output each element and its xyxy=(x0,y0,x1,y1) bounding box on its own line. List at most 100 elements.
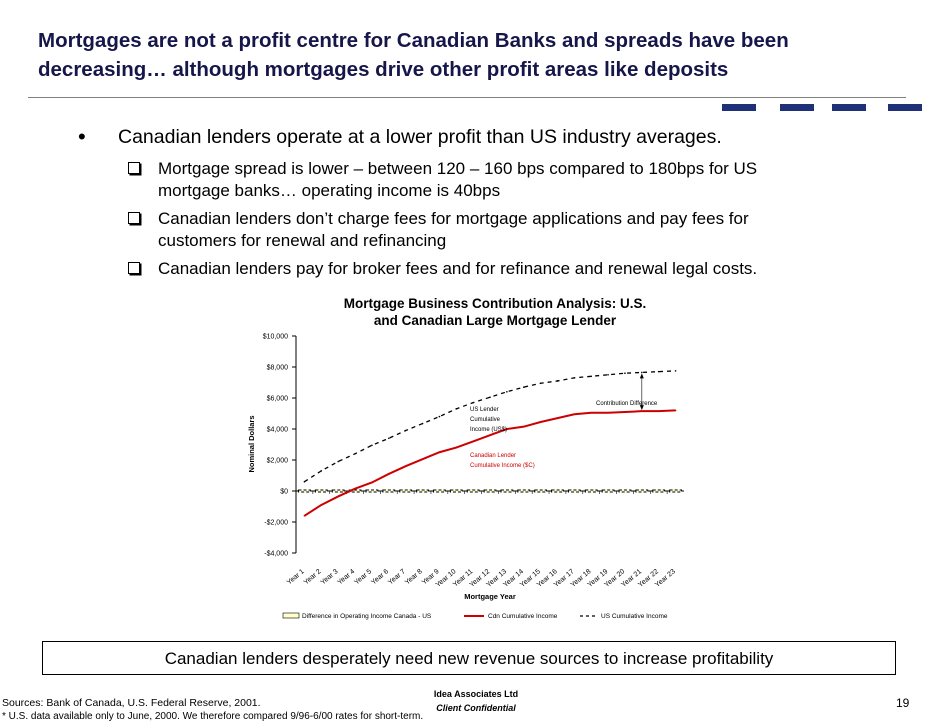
footnote: * U.S. data available only to June, 2000… xyxy=(2,711,424,722)
accent-block xyxy=(780,104,814,111)
accent-block xyxy=(722,104,756,111)
difference-bar xyxy=(298,489,311,493)
x-tick-label: Year 8 xyxy=(404,568,424,586)
cdn-point xyxy=(387,473,390,475)
legend-label-us: US Cumulative Income xyxy=(601,613,668,620)
sub-bullet-line: mortgage banks… operating income is 40bp… xyxy=(158,181,501,200)
y-tick-label: $6,000 xyxy=(267,396,289,403)
us-point xyxy=(472,401,474,404)
y-tick-label: $10,000 xyxy=(263,334,288,341)
cdn-point xyxy=(539,421,542,423)
cdn-point xyxy=(421,458,424,461)
cdn-point xyxy=(472,440,474,443)
difference-bar xyxy=(314,489,328,493)
difference-bar xyxy=(551,489,564,493)
cdn-point xyxy=(354,487,356,490)
us-point xyxy=(624,372,626,375)
us-point xyxy=(573,377,576,379)
us-point xyxy=(455,408,458,410)
us-point xyxy=(657,370,660,373)
callout-box: Canadian lenders desperately need new re… xyxy=(42,641,896,675)
sub-bullet-line: Mortgage spread is lower – between 120 –… xyxy=(158,159,758,178)
difference-bar xyxy=(399,489,413,493)
page-title: Mortgages are not a profit centre for Ca… xyxy=(38,26,918,84)
y-tick-label: $4,000 xyxy=(267,427,289,434)
difference-bar xyxy=(382,489,396,493)
x-tick-label: Year 1 xyxy=(286,568,306,586)
difference-bar xyxy=(601,489,615,493)
y-tick-label: $8,000 xyxy=(267,365,289,372)
checkbox-bullet-icon xyxy=(128,212,140,224)
us-point xyxy=(354,453,356,455)
us-point xyxy=(421,422,424,425)
x-tick-label: Year 6 xyxy=(370,568,390,586)
cdn-point xyxy=(506,428,508,430)
checkbox-bullet-icon xyxy=(128,162,140,174)
y-tick-label: $0 xyxy=(280,489,288,496)
us-lender-label: Income (US$) xyxy=(470,427,507,433)
accent-block xyxy=(832,104,866,111)
accent-block xyxy=(888,104,922,111)
cdn-point xyxy=(438,451,441,454)
us-point xyxy=(303,480,306,483)
cdn-point xyxy=(590,411,593,414)
contribution-label: Contribution Difference xyxy=(596,401,658,407)
y-tick-label: -$4,000 xyxy=(264,551,288,558)
chart-title-line-1: Mortgage Business Contribution Analysis:… xyxy=(343,296,647,311)
x-axis-title: Mortgage Year xyxy=(464,592,516,601)
cdn-point xyxy=(657,410,660,412)
cdn-point xyxy=(556,417,559,419)
title-divider xyxy=(28,97,906,98)
difference-bar xyxy=(483,489,497,493)
difference-bar xyxy=(517,489,531,493)
cdn-point xyxy=(371,481,373,484)
cdn-point xyxy=(641,410,643,412)
difference-bar xyxy=(500,489,514,493)
y-axis-title: Nominal Dollars xyxy=(247,415,256,472)
cdn-point xyxy=(522,425,525,428)
us-point xyxy=(556,380,559,382)
main-bullet-text: Canadian lenders operate at a lower prof… xyxy=(118,126,722,148)
chart-title: Mortgage Business Contribution Analysis:… xyxy=(300,295,690,329)
bullet-dot-icon: • xyxy=(78,124,86,149)
us-point xyxy=(674,370,677,372)
us-point xyxy=(506,391,508,393)
us-point xyxy=(404,429,407,432)
difference-bar xyxy=(567,489,581,493)
us-point xyxy=(320,470,323,472)
us-point xyxy=(539,382,542,385)
sub-bullet: Canadian lenders pay for broker fees and… xyxy=(128,258,848,280)
difference-bar xyxy=(365,489,379,493)
cdn-point xyxy=(674,409,677,412)
us-point xyxy=(489,396,491,399)
cdn-point xyxy=(624,411,626,413)
cdn-point xyxy=(455,446,458,449)
difference-bar xyxy=(432,489,446,493)
legend-label-cdn: Cdn Cumulative Income xyxy=(488,613,558,620)
legend-label-difference: Difference in Operating Income Canada - … xyxy=(302,613,432,620)
y-tick-label: -$2,000 xyxy=(264,520,288,527)
x-tick-label: Year 7 xyxy=(387,568,407,586)
x-tick-label: Year 4 xyxy=(337,568,357,586)
legend-swatch-difference xyxy=(282,612,300,619)
sub-bullet-line: Canadian lenders pay for broker fees and… xyxy=(158,259,758,278)
us-point xyxy=(607,373,609,376)
difference-bar xyxy=(331,489,345,493)
us-point xyxy=(438,415,441,418)
difference-bar xyxy=(652,489,666,493)
y-tick-label: $2,000 xyxy=(267,458,289,465)
sub-bullet-line: Canadian lenders don’t charge fees for m… xyxy=(158,209,749,228)
cdn-lender-label: Canadian Lender xyxy=(470,453,516,459)
cdn-point xyxy=(489,434,491,437)
difference-bar xyxy=(618,489,632,493)
us-lender-label: US Lender xyxy=(470,407,499,413)
cdn-point xyxy=(337,495,339,498)
difference-bar xyxy=(416,489,429,493)
us-point xyxy=(387,437,390,440)
title-line-2: decreasing… although mortgages drive oth… xyxy=(38,58,729,81)
us-point xyxy=(337,460,339,463)
checkbox-bullet-icon xyxy=(128,262,140,274)
x-tick-label: Year 3 xyxy=(320,568,340,586)
company-name: Idea Associates Ltd xyxy=(433,689,519,699)
us-point xyxy=(371,444,373,447)
